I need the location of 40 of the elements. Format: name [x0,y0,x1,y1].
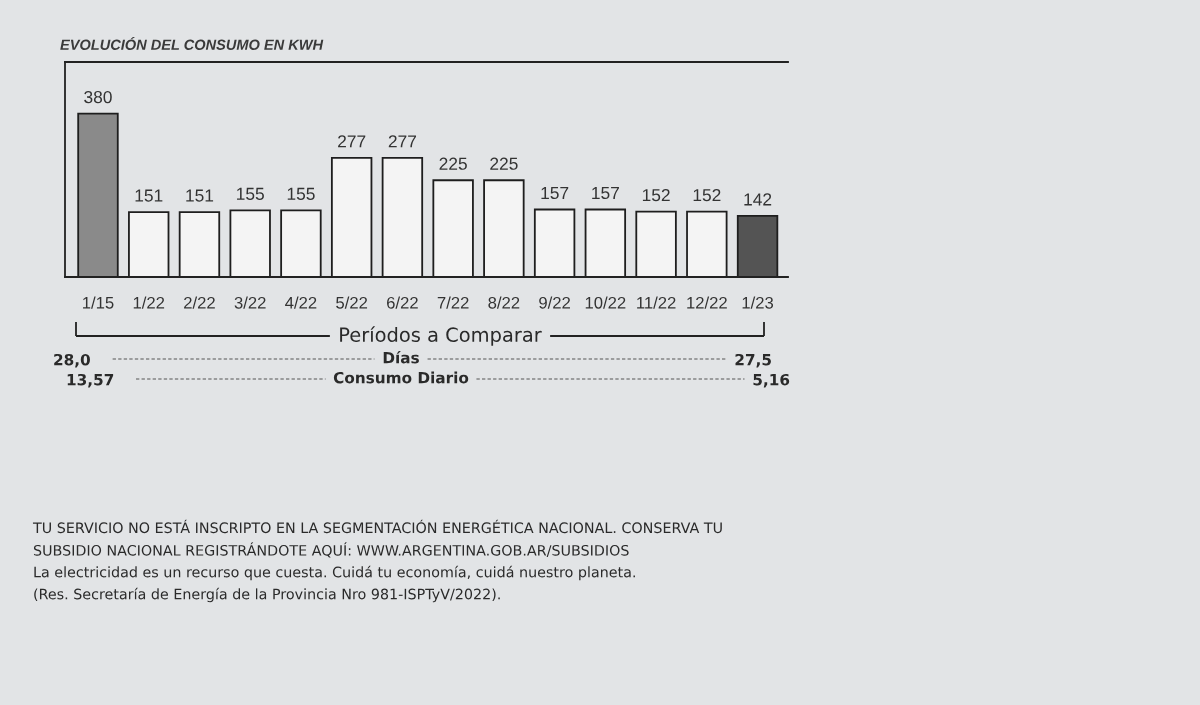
text: Períodos a Comparar [340,326,542,346]
text: Consumo Diario [333,371,469,384]
x-tick-label: 6/22 [387,296,418,309]
x-tick-label: 1/22 [133,296,165,309]
data-label: 155 [287,187,315,200]
x-tick-label: 5/22 [336,296,368,309]
data-label: 225 [439,157,467,170]
data-label: 151 [186,189,214,202]
x-tick-label: 11/22 [637,296,676,309]
data-label: 225 [490,157,518,170]
text: TU SERVICIO NO ESTÁ INSCRIPTO EN LA SEGMENTACIÓN ENERGÉTICA NACIONAL. CONSERVA TU [32,519,722,534]
text: 5,16 [753,373,790,388]
chart-title: EVOLUCIÓN DEL CONSUMO EN KWH [60,36,324,50]
x-tick-label: 1/23 [742,296,774,309]
x-tick-label: 8/22 [488,296,520,309]
text: 13,57 [67,373,114,388]
x-tick-label: 4/22 [285,296,317,309]
data-label: 277 [338,135,366,148]
x-tick-label: 2/22 [184,296,215,309]
text: 28,0 [54,353,90,368]
data-label: 277 [388,135,417,148]
x-tick-label: 3/22 [234,296,266,309]
text: Días [383,351,419,364]
data-label: 152 [642,188,670,202]
x-tick-label: 12/22 [687,296,727,309]
text: (Res. Secretaría de Energía de la Provincia Nro 981-ISPTyV/2022). [34,587,500,603]
data-label: 380 [84,90,112,104]
text: La electricidad es un recurso que cuesta. Cuidá tu economía, cuidá nuestro planeta. [34,565,635,581]
data-label: 151 [135,189,163,202]
x-tick-label: 10/22 [585,296,626,309]
text: 27,5 [735,353,771,368]
data-label: 157 [592,187,619,200]
x-tick-label: 9/22 [539,296,570,309]
data-label: 157 [541,187,569,200]
data-label: 142 [744,193,772,206]
x-tick-label: 7/22 [437,296,469,309]
x-tick-label: 1/15 [83,296,114,309]
data-label: 155 [237,187,264,200]
data-label: 152 [693,188,721,202]
text: SUBSIDIO NACIONAL REGISTRÁNDOTE AQUÍ: WWW.ARGENTINA.GOB.AR/SUBSIDIOS [33,542,629,558]
